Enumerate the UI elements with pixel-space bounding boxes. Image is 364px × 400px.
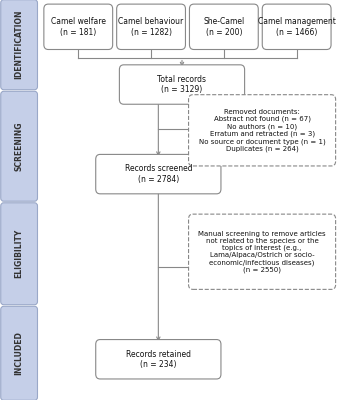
- FancyBboxPatch shape: [119, 65, 245, 104]
- Text: Camel management
(n = 1466): Camel management (n = 1466): [258, 17, 336, 36]
- FancyBboxPatch shape: [116, 4, 185, 50]
- FancyBboxPatch shape: [189, 214, 336, 289]
- FancyBboxPatch shape: [1, 0, 37, 90]
- FancyBboxPatch shape: [262, 4, 331, 50]
- FancyBboxPatch shape: [1, 203, 37, 305]
- Text: ELIGIBILITY: ELIGIBILITY: [15, 229, 24, 278]
- Text: INCLUDED: INCLUDED: [15, 331, 24, 375]
- Text: Manual screening to remove articles
not related to the species or the
topics of : Manual screening to remove articles not …: [198, 230, 326, 273]
- Text: Total records
(n = 3129): Total records (n = 3129): [158, 75, 206, 94]
- Text: IDENTIFICATION: IDENTIFICATION: [15, 10, 24, 80]
- FancyBboxPatch shape: [96, 154, 221, 194]
- FancyBboxPatch shape: [44, 4, 113, 50]
- FancyBboxPatch shape: [189, 95, 336, 166]
- Text: Camel welfare
(n = 181): Camel welfare (n = 181): [51, 17, 106, 36]
- Text: Records screened
(n = 2784): Records screened (n = 2784): [124, 164, 192, 184]
- Text: Camel behaviour
(n = 1282): Camel behaviour (n = 1282): [118, 17, 184, 36]
- FancyBboxPatch shape: [96, 340, 221, 379]
- Text: Records retained
(n = 234): Records retained (n = 234): [126, 350, 191, 369]
- Text: Removed documents:
Abstract not found (n = 67)
No authors (n = 10)
Erratum and r: Removed documents: Abstract not found (n…: [199, 108, 325, 152]
- FancyBboxPatch shape: [1, 306, 37, 400]
- Text: SCREENING: SCREENING: [15, 122, 24, 171]
- FancyBboxPatch shape: [189, 4, 258, 50]
- FancyBboxPatch shape: [1, 91, 37, 201]
- Text: She-Camel
(n = 200): She-Camel (n = 200): [203, 17, 245, 36]
